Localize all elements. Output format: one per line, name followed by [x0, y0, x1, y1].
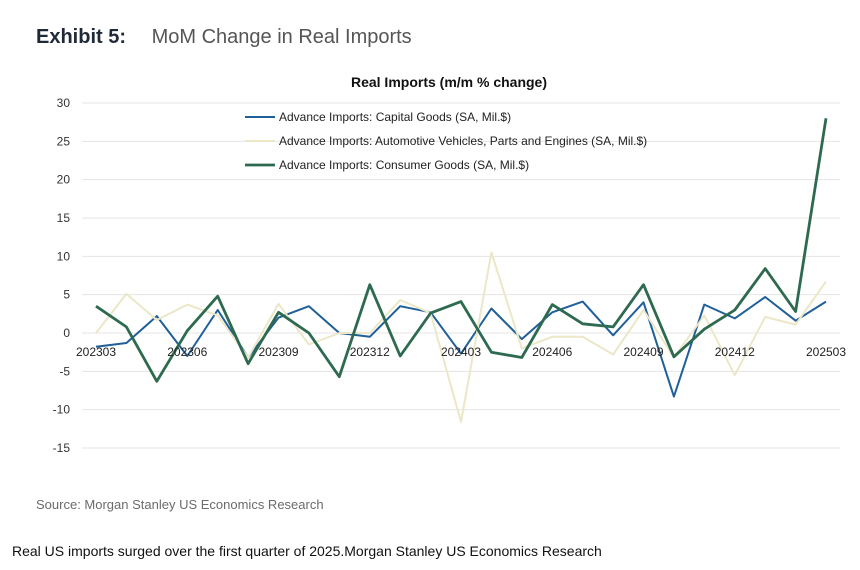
exhibit-header: Exhibit 5: MoM Change in Real Imports [36, 26, 412, 49]
x-tick-label: 202303 [76, 345, 116, 359]
x-tick-label: 202406 [532, 345, 572, 359]
x-tick-labels: 202303 202306 202309 202312 202403 202406 2024… [76, 345, 846, 359]
x-tick-label: 202403 [441, 345, 481, 359]
legend-label: Advance Imports: Consumer Goods (SA, Mil… [279, 158, 529, 172]
exhibit-label: Exhibit 5: [36, 26, 127, 48]
y-tick-label: -15 [53, 441, 71, 455]
series-lines [95, 118, 828, 423]
y-tick-label: 30 [57, 96, 71, 110]
y-tick-labels: 30 25 20 15 10 5 0 -5 -10 -15 [53, 96, 71, 455]
x-tick-label: 202412 [715, 345, 755, 359]
y-tick-label: -5 [59, 364, 70, 378]
x-tick-label: 202306 [167, 345, 207, 359]
series-line [95, 251, 827, 423]
y-tick-label: 10 [57, 249, 71, 263]
y-tick-label: -10 [53, 403, 71, 417]
chart-title: Real Imports (m/m % change) [351, 74, 547, 90]
caption: Real US imports surged over the first qu… [12, 543, 602, 559]
y-tick-label: 0 [63, 326, 70, 340]
y-tick-label: 5 [63, 288, 70, 302]
x-tick-label: 202409 [623, 345, 663, 359]
y-tick-label: 20 [57, 173, 71, 187]
series-line [95, 296, 827, 398]
y-tick-label: 15 [57, 211, 71, 225]
x-tick-label: 202309 [258, 345, 298, 359]
y-tick-label: 25 [57, 134, 71, 148]
x-tick-label: 202312 [350, 345, 390, 359]
series-line [95, 118, 828, 383]
source-note: Source: Morgan Stanley US Economics Rese… [36, 497, 324, 512]
grid-lines [82, 102, 840, 449]
legend-label: Advance Imports: Capital Goods (SA, Mil.… [279, 110, 511, 124]
x-tick-label: 202503 [806, 345, 846, 359]
legend: Advance Imports: Capital Goods (SA, Mil.… [245, 110, 647, 172]
legend-label: Advance Imports: Automotive Vehicles, Pa… [279, 134, 647, 148]
exhibit-title: MoM Change in Real Imports [151, 26, 412, 48]
